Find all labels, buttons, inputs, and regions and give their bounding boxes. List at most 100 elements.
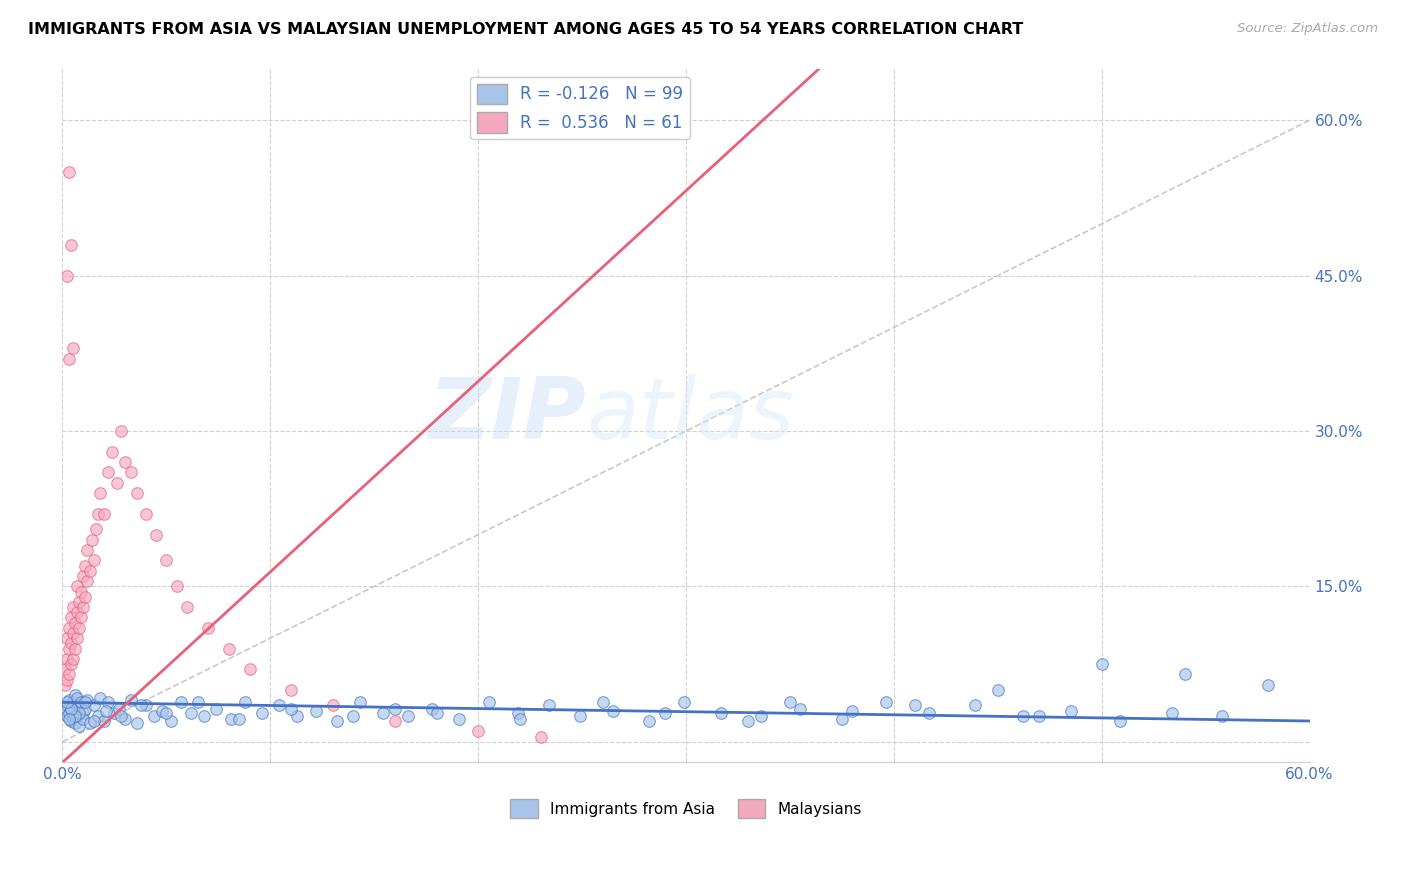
Point bbox=[155, 553, 177, 567]
Point bbox=[155, 706, 177, 720]
Point bbox=[55, 673, 77, 687]
Point bbox=[963, 698, 986, 713]
Point bbox=[70, 584, 93, 599]
Point bbox=[396, 708, 419, 723]
Point bbox=[67, 698, 90, 713]
Point bbox=[1109, 714, 1132, 728]
Point bbox=[76, 693, 98, 707]
Point bbox=[280, 701, 302, 715]
Point bbox=[342, 708, 364, 723]
Point bbox=[83, 714, 105, 728]
Point bbox=[238, 662, 260, 676]
Point bbox=[467, 724, 489, 739]
Point bbox=[197, 621, 219, 635]
Point bbox=[103, 706, 125, 720]
Point bbox=[70, 610, 93, 624]
Point bbox=[159, 714, 181, 728]
Point bbox=[749, 708, 772, 723]
Point bbox=[1174, 667, 1197, 681]
Point bbox=[62, 341, 84, 355]
Point bbox=[509, 712, 531, 726]
Point bbox=[322, 698, 344, 713]
Point bbox=[131, 698, 153, 713]
Point bbox=[120, 466, 142, 480]
Point bbox=[1161, 706, 1184, 720]
Point bbox=[89, 486, 111, 500]
Point bbox=[422, 701, 444, 715]
Point bbox=[62, 652, 84, 666]
Point bbox=[250, 706, 273, 720]
Point bbox=[1059, 704, 1081, 718]
Point bbox=[127, 716, 149, 731]
Point bbox=[72, 706, 94, 720]
Point bbox=[672, 695, 695, 709]
Point bbox=[110, 708, 132, 723]
Point bbox=[150, 704, 173, 718]
Point bbox=[89, 691, 111, 706]
Point bbox=[55, 652, 77, 666]
Point bbox=[83, 698, 105, 713]
Point bbox=[142, 708, 165, 723]
Point bbox=[529, 730, 551, 744]
Point bbox=[80, 533, 103, 547]
Point bbox=[79, 564, 101, 578]
Point bbox=[83, 553, 105, 567]
Point bbox=[62, 600, 84, 615]
Point bbox=[166, 579, 188, 593]
Point bbox=[305, 704, 328, 718]
Point bbox=[637, 714, 659, 728]
Point bbox=[426, 706, 449, 720]
Point bbox=[176, 600, 198, 615]
Point bbox=[537, 698, 560, 713]
Point bbox=[55, 698, 77, 713]
Point bbox=[66, 631, 89, 645]
Point bbox=[63, 708, 86, 723]
Point bbox=[58, 706, 80, 720]
Point bbox=[779, 695, 801, 709]
Point bbox=[170, 695, 193, 709]
Point bbox=[93, 714, 115, 728]
Point bbox=[107, 701, 129, 715]
Point bbox=[285, 708, 308, 723]
Point bbox=[53, 678, 76, 692]
Point bbox=[101, 444, 124, 458]
Point bbox=[737, 714, 759, 728]
Point bbox=[710, 706, 733, 720]
Point bbox=[72, 569, 94, 583]
Point bbox=[55, 268, 77, 283]
Point bbox=[592, 695, 614, 709]
Point bbox=[97, 466, 120, 480]
Point bbox=[506, 706, 529, 720]
Point bbox=[59, 701, 82, 715]
Point bbox=[67, 706, 90, 720]
Point bbox=[228, 712, 250, 726]
Point bbox=[87, 507, 110, 521]
Point bbox=[62, 712, 84, 726]
Point bbox=[63, 688, 86, 702]
Point bbox=[55, 631, 77, 645]
Point bbox=[63, 641, 86, 656]
Point bbox=[349, 695, 371, 709]
Legend: Immigrants from Asia, Malaysians: Immigrants from Asia, Malaysians bbox=[503, 793, 868, 824]
Point bbox=[1028, 708, 1050, 723]
Point bbox=[97, 695, 120, 709]
Point bbox=[58, 351, 80, 366]
Point bbox=[55, 695, 77, 709]
Point bbox=[63, 615, 86, 630]
Point bbox=[205, 701, 228, 715]
Point bbox=[76, 543, 98, 558]
Point bbox=[53, 662, 76, 676]
Point bbox=[72, 712, 94, 726]
Point bbox=[67, 719, 90, 733]
Point bbox=[66, 691, 89, 706]
Point bbox=[135, 507, 157, 521]
Point bbox=[75, 590, 97, 604]
Point bbox=[218, 641, 240, 656]
Point bbox=[58, 621, 80, 635]
Point bbox=[449, 712, 471, 726]
Point bbox=[918, 706, 941, 720]
Point bbox=[114, 712, 136, 726]
Text: atlas: atlas bbox=[586, 374, 794, 457]
Point bbox=[180, 706, 202, 720]
Text: ZIP: ZIP bbox=[429, 374, 586, 457]
